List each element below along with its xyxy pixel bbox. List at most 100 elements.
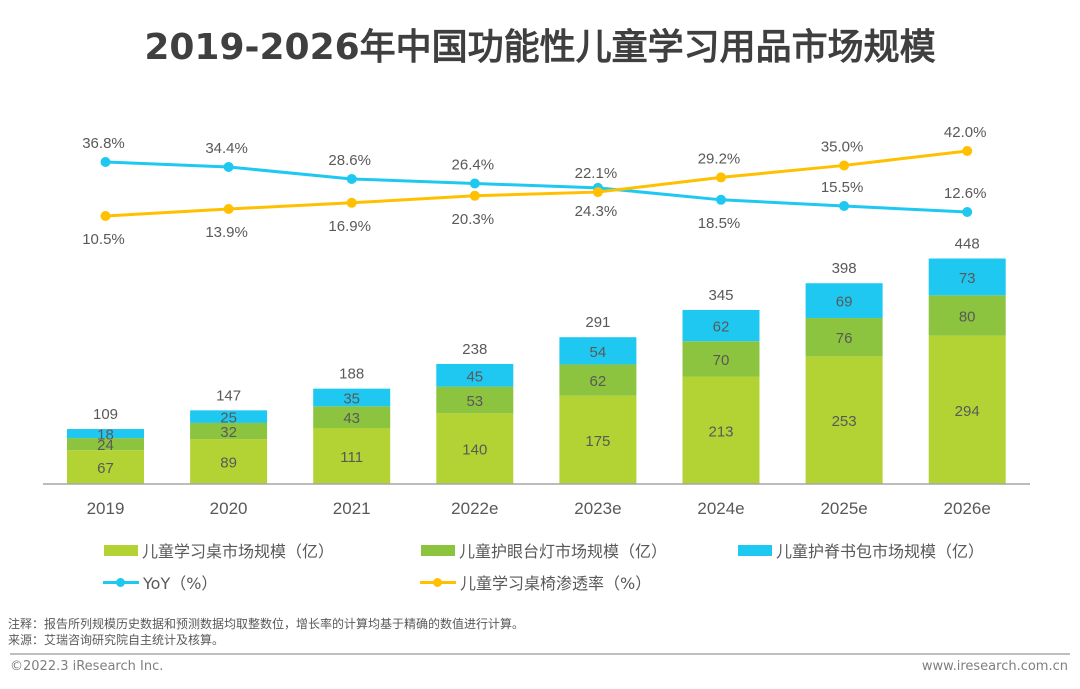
- line-point-label: 16.9%: [328, 218, 371, 235]
- bar-value-label: 43: [343, 410, 360, 427]
- bar-segment-0: [682, 376, 760, 484]
- bar-segment-2: [805, 283, 883, 319]
- line-point-label: 18.5%: [698, 215, 741, 232]
- bar-value-label: 62: [713, 319, 730, 336]
- line-point: [716, 172, 726, 183]
- bar-total-label: 188: [339, 366, 364, 383]
- x-tick-labels: 2019 2020 2021 2022e 2023e 2024e 2025e 2026e: [87, 499, 991, 518]
- line-point: [592, 187, 603, 198]
- chart-title: 2019-2026年中国功能性儿童学习用品市场规模: [144, 27, 936, 68]
- bar-value-label: 53: [466, 393, 483, 410]
- bar-value-label: 25: [220, 410, 237, 427]
- bar-value-label: 62: [590, 373, 607, 390]
- legend-item-study-desk: 儿童学习桌市场规模（亿）: [104, 538, 334, 562]
- source-note: 来源：艾瑞咨询研究院自主统计及核算。: [8, 633, 225, 647]
- legend-label: 儿童学习桌市场规模（亿）: [142, 542, 335, 561]
- bar-segment-0: [559, 395, 637, 484]
- bar-segment-1: [190, 422, 268, 440]
- legend-swatch-eye-lamp: [421, 544, 455, 556]
- line-point: [839, 160, 850, 171]
- bar-segment-2: [313, 388, 391, 407]
- line-point-label: 28.6%: [328, 152, 371, 169]
- legend-swatch-study-desk: [104, 544, 138, 556]
- line-point-label: 36.8%: [82, 135, 125, 152]
- bar-value-label: 140: [462, 442, 487, 459]
- bar-value-label: 18: [97, 427, 114, 444]
- legend-label: YoY（%）: [143, 574, 218, 593]
- bar-value-label: 175: [585, 433, 610, 450]
- legend-item-yoy: YoY（%）: [103, 570, 217, 594]
- bar-segment-1: [67, 438, 144, 451]
- line-point: [962, 207, 973, 217]
- line-point-label: 20.3%: [452, 211, 495, 228]
- line-point: [469, 178, 480, 189]
- footnote: 注释：报告所列规模历史数据和预测数据均取整数位，增长率的计算均基于精确的数值进行…: [8, 617, 525, 631]
- bar-segment-0: [313, 428, 391, 484]
- bar-segment-1: [436, 386, 514, 414]
- bar-total-label: 291: [585, 314, 610, 331]
- bar-segment-1: [805, 318, 883, 357]
- x-tick-label: 2025e: [820, 499, 867, 518]
- bar-segment-2: [436, 363, 514, 387]
- legend-item-schoolbag: 儿童护脊书包市场规模（亿）: [738, 538, 984, 562]
- legend-label: 儿童护眼台灯市场规模（亿）: [459, 542, 668, 561]
- bar-segment-2: [190, 410, 268, 423]
- line-point: [962, 146, 973, 156]
- legend-swatch-schoolbag: [738, 544, 772, 556]
- bar-value-label: 24: [97, 437, 114, 454]
- line-point-label: 35.0%: [821, 138, 864, 155]
- line-point-label: 15.5%: [821, 179, 864, 196]
- line-point: [100, 157, 111, 167]
- x-tick-label: 2023e: [574, 499, 621, 518]
- line-point-label: 12.6%: [944, 185, 987, 202]
- bar-value-label: 67: [97, 460, 114, 477]
- line-point: [346, 197, 357, 208]
- bar-total-label: 345: [708, 287, 733, 304]
- line-point: [469, 190, 480, 201]
- bar-value-label: 294: [955, 403, 980, 420]
- line-series-1: [105, 149, 968, 218]
- bar-value-label: 45: [466, 368, 483, 385]
- bar-value-label: 76: [836, 330, 853, 347]
- line-point-label: 42.0%: [944, 124, 987, 141]
- footer-divider: [10, 653, 1070, 655]
- bar-segment-1: [559, 364, 637, 396]
- bar-value-label: 35: [343, 390, 360, 407]
- bar-value-label: 253: [832, 413, 857, 430]
- bar-segment-0: [190, 439, 268, 484]
- line-point: [223, 203, 234, 214]
- line-point-label: 26.4%: [452, 156, 495, 173]
- legend-item-eye-lamp: 儿童护眼台灯市场规模（亿）: [421, 538, 667, 562]
- legend-item-penetration: 儿童学习桌椅渗透率（%）: [420, 570, 651, 594]
- bar-value-label: 32: [220, 424, 237, 441]
- line-point-label: 34.4%: [205, 140, 248, 157]
- x-tick-label: 2021: [333, 499, 371, 518]
- bar-segment-1: [682, 341, 760, 377]
- bar-segment-2: [682, 309, 760, 342]
- bar-value-label: 80: [959, 309, 976, 326]
- x-tick-label: 2024e: [697, 499, 744, 518]
- line-point-label: 10.5%: [82, 231, 125, 248]
- bar-value-label: 69: [836, 294, 853, 311]
- website-link[interactable]: www.iresearch.com.cn: [921, 659, 1068, 674]
- line-point-label: 24.3%: [575, 203, 618, 220]
- line-point-label: 22.1%: [575, 165, 618, 182]
- bar-value-label: 89: [220, 455, 237, 472]
- bar-segment-2: [928, 258, 1006, 296]
- bar-total-label: 398: [832, 260, 857, 277]
- bar-segment-0: [928, 335, 1006, 484]
- bar-value-label: 54: [590, 344, 607, 361]
- bar-segment-0: [67, 450, 144, 484]
- line-series-0: [105, 160, 968, 214]
- line-point: [100, 211, 111, 221]
- bar-segment-0: [436, 413, 514, 484]
- bar-total-label: 109: [93, 406, 118, 423]
- line-point-label: 29.2%: [698, 150, 741, 167]
- bar-segment-1: [313, 406, 391, 429]
- bar-value-label: 111: [340, 449, 363, 466]
- line-point: [716, 194, 726, 205]
- bar-segment-1: [928, 295, 1006, 336]
- bar-segment-2: [559, 337, 637, 365]
- line-point: [839, 201, 850, 212]
